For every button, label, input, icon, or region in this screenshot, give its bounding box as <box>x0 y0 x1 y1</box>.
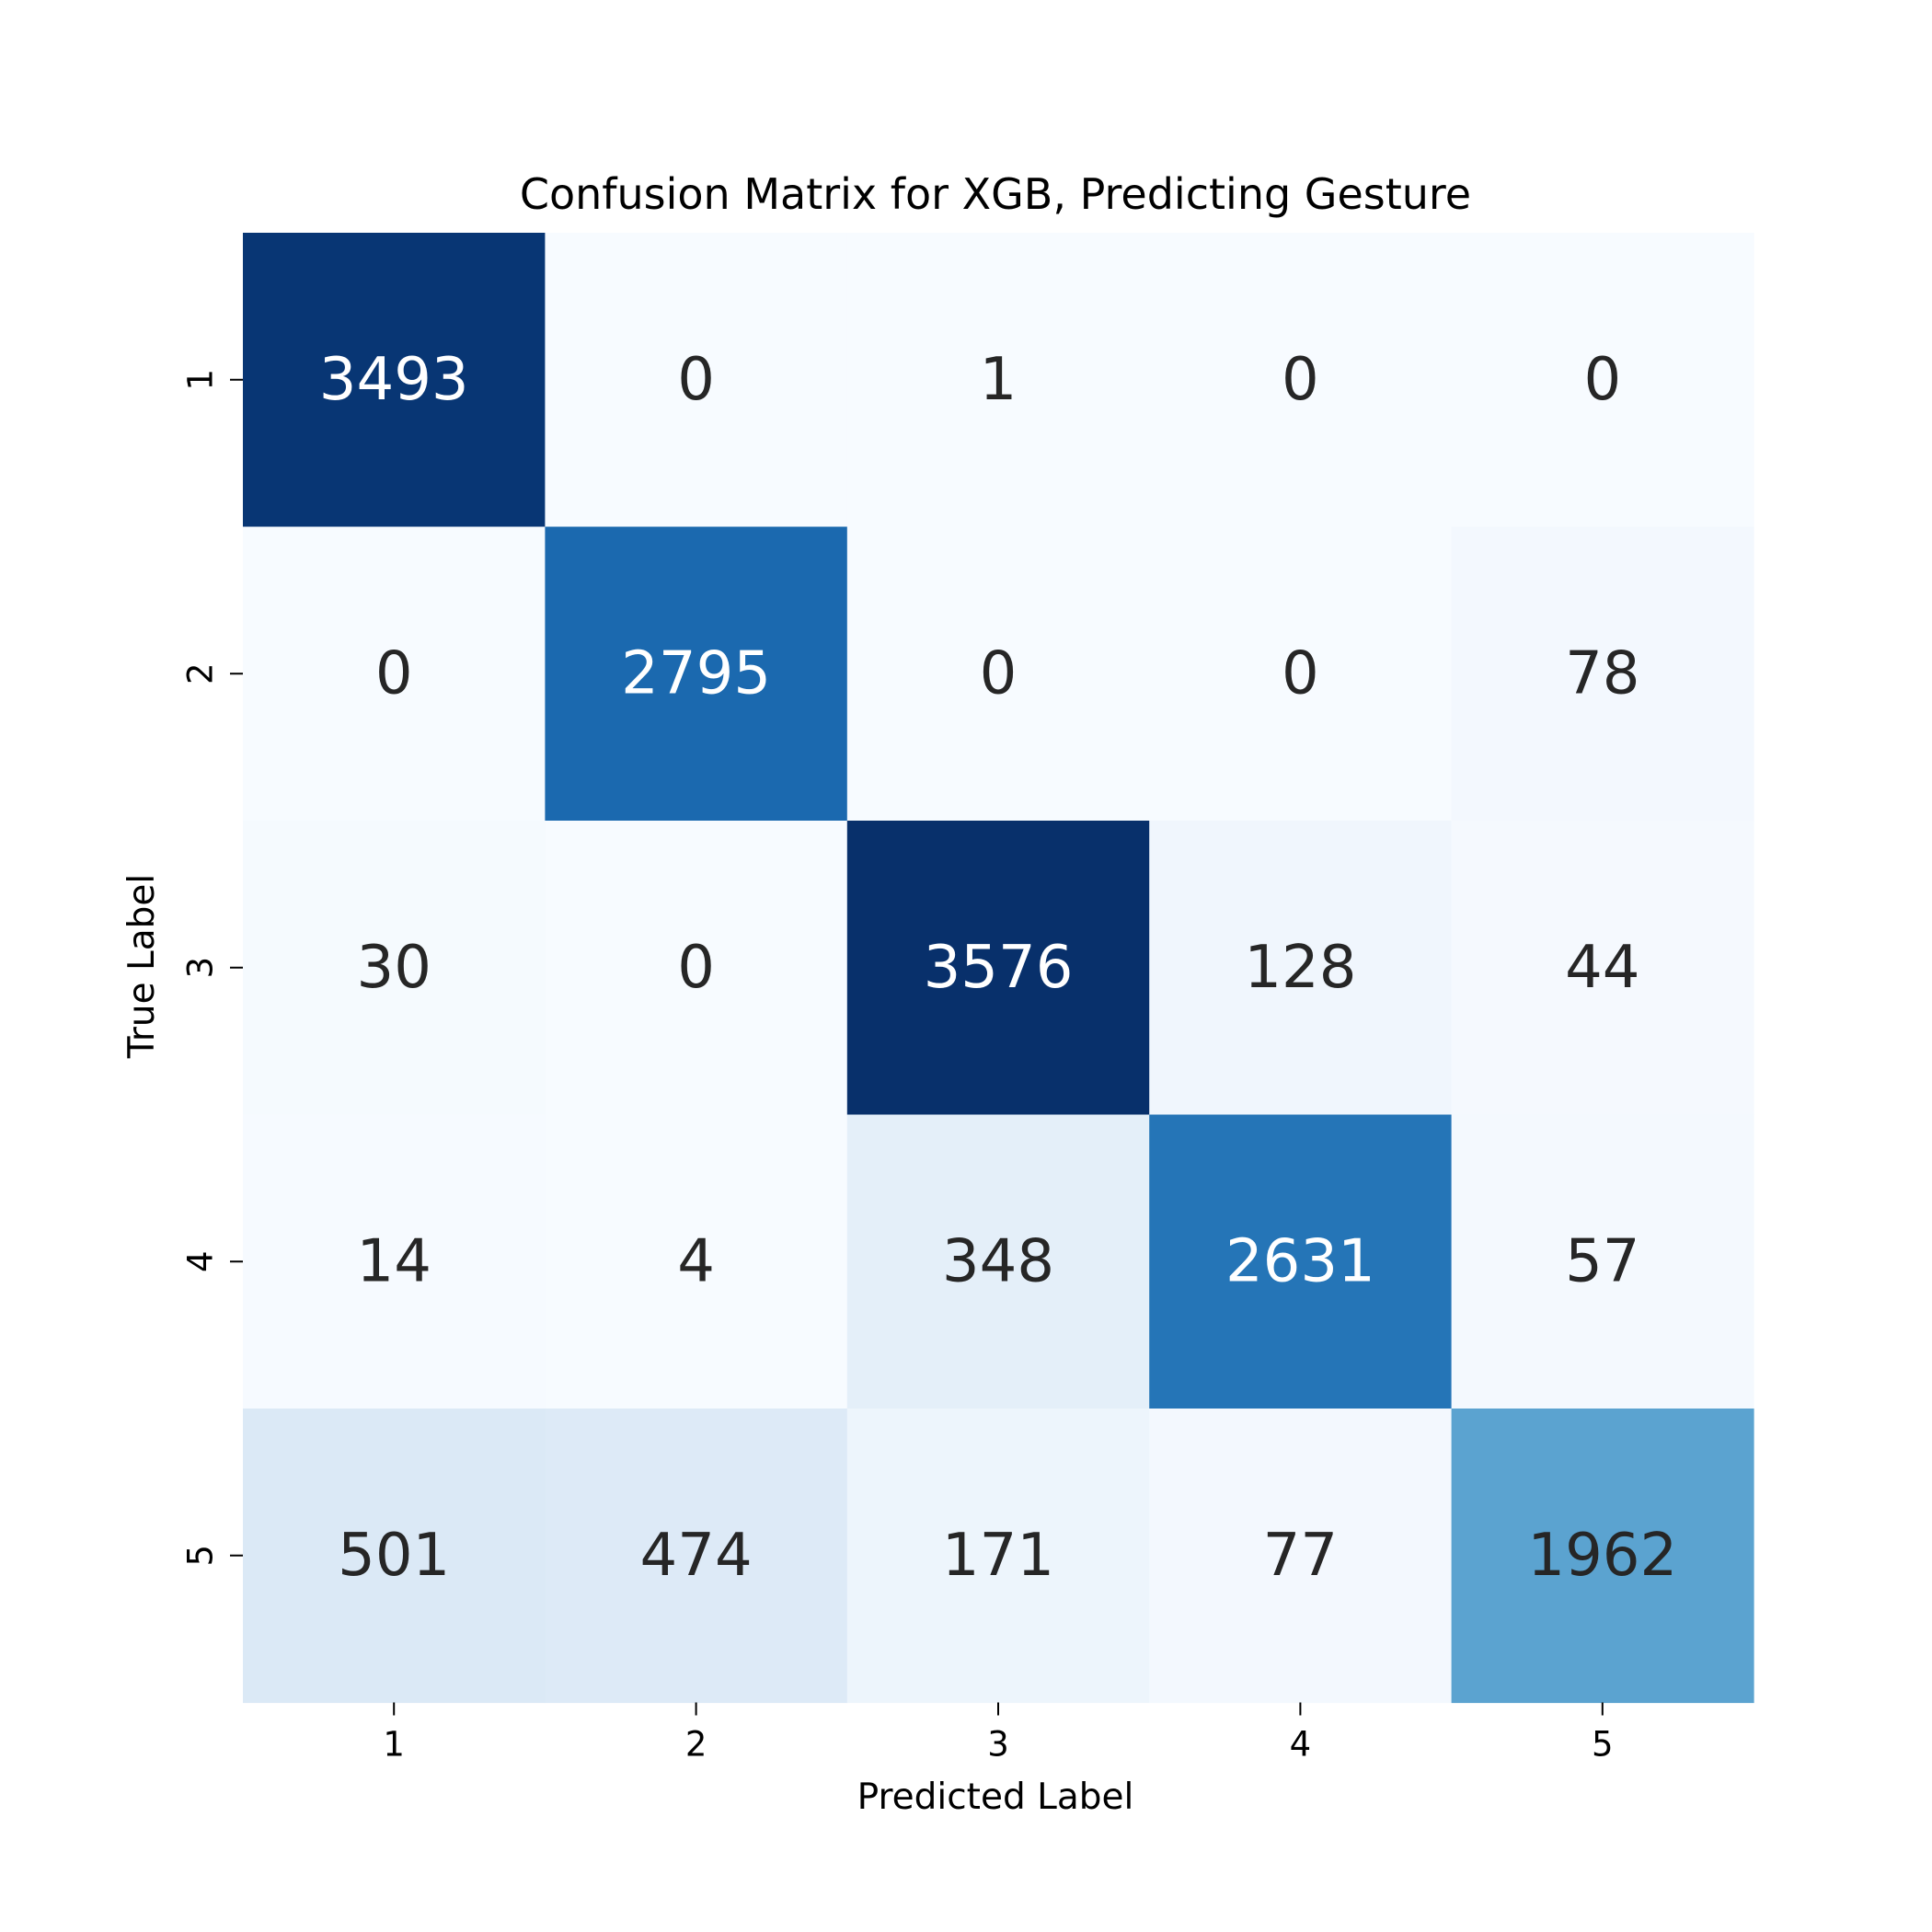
cell-value-label: 0 <box>677 934 715 1002</box>
cell-value-label: 4 <box>677 1227 715 1295</box>
y-tick-label: 4 <box>181 1250 221 1272</box>
x-tick-label: 1 <box>383 1725 405 1765</box>
y-tick-label: 3 <box>181 957 221 979</box>
cell-value-label: 3493 <box>319 346 469 414</box>
heatmap-cell <box>545 821 848 1116</box>
y-tick-label: 2 <box>181 662 221 684</box>
cell-value-label: 0 <box>1583 346 1621 414</box>
y-tick-label: 1 <box>181 369 221 391</box>
cell-value-label: 501 <box>338 1522 450 1590</box>
cell-value-label: 0 <box>980 639 1018 707</box>
heatmap-cell <box>1149 821 1453 1116</box>
heatmap-cell <box>545 233 848 528</box>
chart-title: Confusion Matrix for XGB, Predicting Ges… <box>520 169 1471 219</box>
heatmap-cell <box>1149 1114 1453 1409</box>
x-axis-ticks: 1 2 3 4 5 <box>383 1702 1614 1765</box>
heatmap-cell <box>846 1114 1150 1409</box>
heatmap-cell <box>243 821 546 1116</box>
heatmap-cell <box>243 1409 546 1704</box>
cell-value-label: 1 <box>980 346 1018 414</box>
heatmap-cell <box>243 1114 546 1409</box>
cell-value-label: 1962 <box>1527 1522 1677 1590</box>
heatmap-cell <box>1149 233 1453 528</box>
heatmap-cells: 3493 0 1 0 0 0 2795 0 0 78 30 0 3576 128 44 14 4 348 2631 5… <box>243 233 1754 1704</box>
heatmap-cell <box>1451 526 1754 822</box>
cell-value-label: 77 <box>1263 1522 1338 1590</box>
cell-value-label: 44 <box>1565 934 1639 1002</box>
cell-value-label: 57 <box>1565 1227 1639 1295</box>
heatmap-cell <box>545 1409 848 1704</box>
heatmap-cell <box>1451 1114 1754 1409</box>
heatmap-cell <box>545 526 848 822</box>
cell-value-label: 348 <box>942 1227 1054 1295</box>
heatmap-cell <box>545 1114 848 1409</box>
heatmap-cell <box>1149 526 1453 822</box>
x-tick-label: 3 <box>987 1725 1009 1765</box>
cell-value-label: 3576 <box>924 934 1074 1002</box>
x-tick-label: 5 <box>1592 1725 1614 1765</box>
cell-value-label: 2631 <box>1225 1227 1375 1295</box>
heatmap-cell <box>1149 1409 1453 1704</box>
cell-value-label: 171 <box>942 1522 1054 1590</box>
y-axis-label: True Label <box>121 874 163 1059</box>
cell-value-label: 0 <box>375 639 413 707</box>
cell-value-label: 128 <box>1244 934 1356 1002</box>
x-tick-label: 4 <box>1290 1725 1312 1765</box>
heatmap-cell <box>1451 1409 1754 1704</box>
heatmap-cell <box>846 526 1150 822</box>
heatmap-cell <box>846 233 1150 528</box>
cell-value-label: 30 <box>356 934 431 1002</box>
cell-value-label: 474 <box>640 1522 753 1590</box>
cell-value-label: 78 <box>1565 639 1639 707</box>
cell-value-label: 2795 <box>621 639 771 707</box>
cell-value-label: 0 <box>1282 639 1319 707</box>
heatmap-cell <box>1451 233 1754 528</box>
cell-value-label: 0 <box>1282 346 1319 414</box>
x-tick-label: 2 <box>685 1725 707 1765</box>
y-tick-label: 5 <box>181 1545 221 1567</box>
cell-value-label: 0 <box>677 346 715 414</box>
heatmap-cell <box>243 233 546 528</box>
heatmap-cell <box>846 1409 1150 1704</box>
x-axis-label: Predicted Label <box>857 1777 1134 1818</box>
heatmap-cell <box>846 821 1150 1116</box>
y-axis-ticks: 1 2 3 4 5 <box>181 369 243 1567</box>
heatmap-cell <box>1451 821 1754 1116</box>
heatmap-cell <box>243 526 546 822</box>
cell-value-label: 14 <box>356 1227 431 1295</box>
